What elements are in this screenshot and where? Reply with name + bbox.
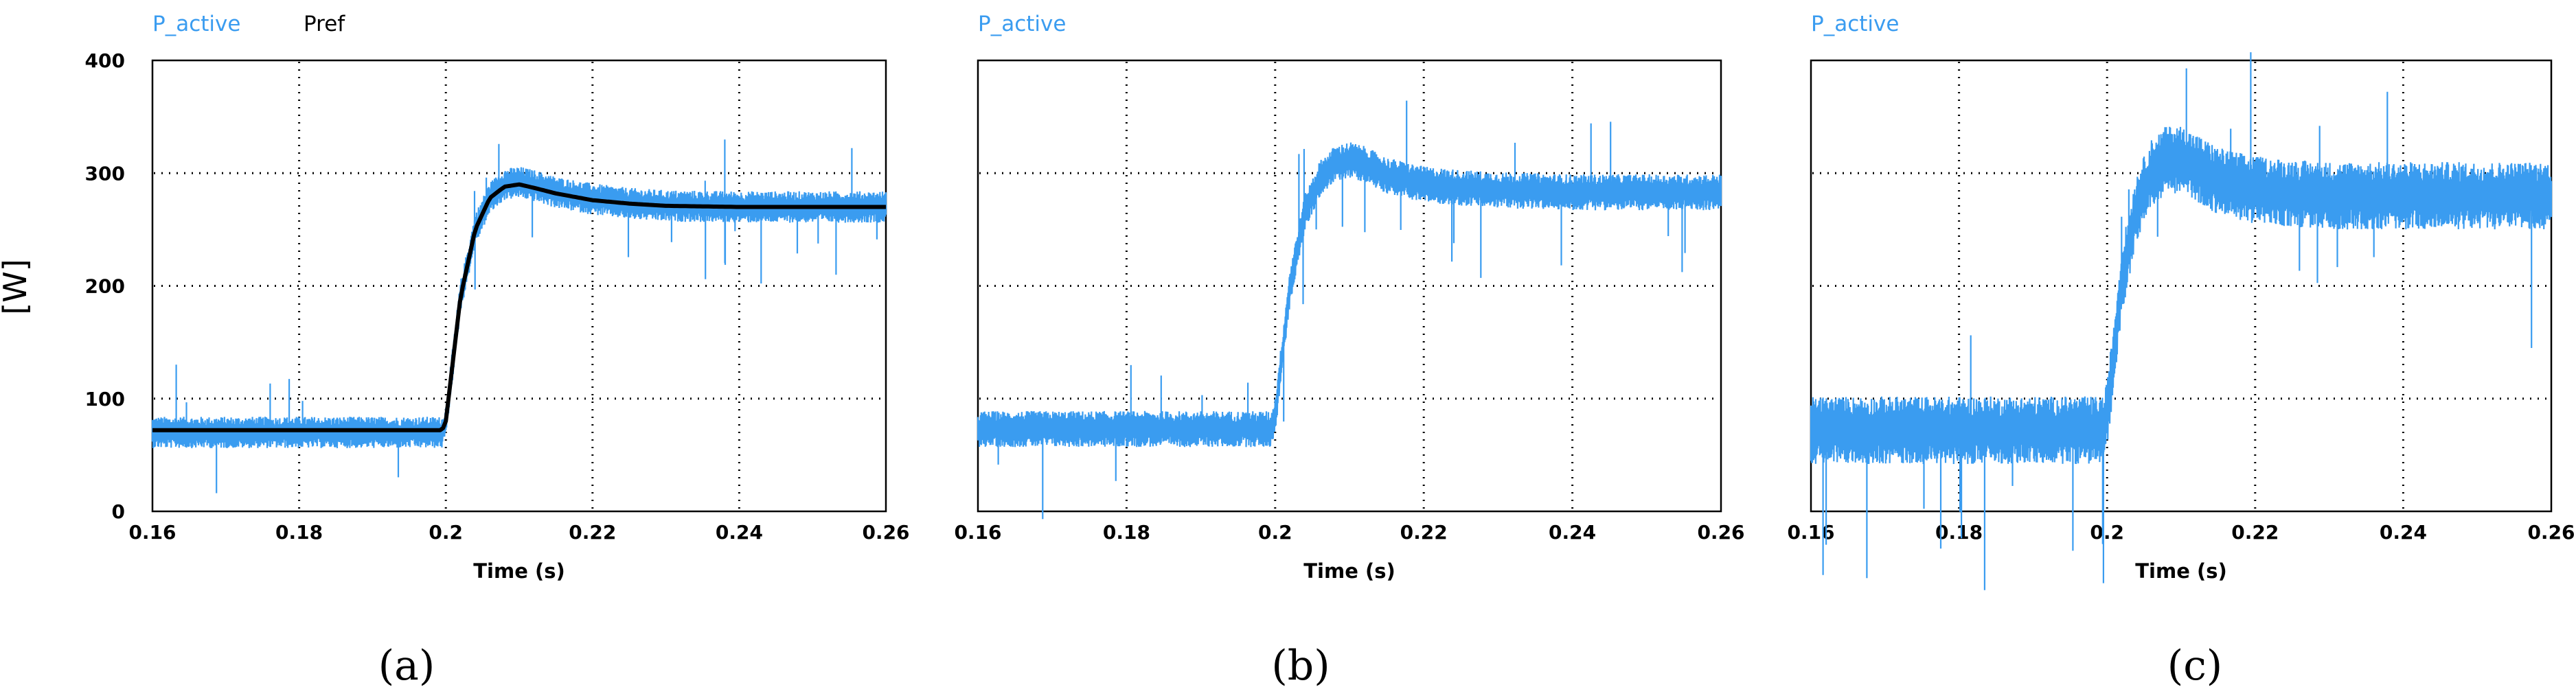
y-tick-label: 0 bbox=[112, 500, 125, 523]
series-line-p_active bbox=[977, 100, 1722, 520]
y-axis-label: [W] bbox=[0, 259, 34, 314]
plot-area bbox=[151, 59, 887, 513]
series-line-p_active bbox=[151, 139, 887, 494]
chart-panel-1: 0.16 0.18 0.2 0.22 0.24 0.26 0 100 200 300 400 Time… bbox=[85, 12, 910, 690]
x-tick-label: 0.18 bbox=[1935, 521, 1983, 544]
x-tick-label: 0.24 bbox=[1549, 521, 1596, 544]
x-tick-label: 0.16 bbox=[1787, 521, 1834, 544]
x-tick-label: 0.24 bbox=[2380, 521, 2427, 544]
x-tick-label: 0.22 bbox=[2231, 521, 2279, 544]
chart-panel-3: 0.16 0.18 0.2 0.22 0.24 0.26 Time (s) (c) P_acti… bbox=[1787, 12, 2575, 690]
series-line-pref bbox=[152, 182, 886, 432]
x-tick-label: 0.16 bbox=[954, 521, 1001, 544]
x-tick-label: 0.16 bbox=[128, 521, 176, 544]
x-axis-title: Time (s) bbox=[1303, 559, 1395, 583]
y-tick-label: 200 bbox=[85, 275, 125, 298]
x-tick-label: 0.2 bbox=[429, 521, 463, 544]
x-tick-label: 0.22 bbox=[569, 521, 616, 544]
x-tick-label: 0.2 bbox=[2090, 521, 2124, 544]
x-axis-title: Time (s) bbox=[2135, 559, 2226, 583]
x-tick-label: 0.26 bbox=[862, 521, 909, 544]
panel-label: (b) bbox=[1271, 642, 1330, 690]
y-tick-label: 300 bbox=[85, 162, 125, 185]
y-tick-label: 100 bbox=[85, 388, 125, 410]
x-tick-label: 0.24 bbox=[716, 521, 763, 544]
legend-entry: P_active bbox=[1811, 12, 1899, 36]
y-tick-label: 400 bbox=[85, 49, 125, 72]
x-tick-label: 0.26 bbox=[2527, 521, 2575, 544]
x-axis-title: Time (s) bbox=[473, 559, 565, 583]
x-tick-label: 0.26 bbox=[1697, 521, 1744, 544]
x-tick-label: 0.22 bbox=[1400, 521, 1448, 544]
panels: 0.16 0.18 0.2 0.22 0.24 0.26 0 100 200 300 400 Time… bbox=[85, 12, 2575, 690]
legend-entry: Pref bbox=[304, 12, 345, 36]
x-tick-label: 0.2 bbox=[1258, 521, 1292, 544]
x-tick-label: 0.18 bbox=[1103, 521, 1150, 544]
chart-panel-2: 0.16 0.18 0.2 0.22 0.24 0.26 Time (s) (b) P_acti… bbox=[954, 12, 1744, 690]
panel-label: (c) bbox=[2167, 642, 2222, 690]
legend-entry: P_active bbox=[978, 12, 1066, 36]
legend-entry: P_active bbox=[152, 12, 240, 36]
x-tick-label: 0.18 bbox=[275, 521, 323, 544]
series-line-p_active bbox=[1810, 52, 2553, 590]
panel-label: (a) bbox=[378, 642, 435, 690]
